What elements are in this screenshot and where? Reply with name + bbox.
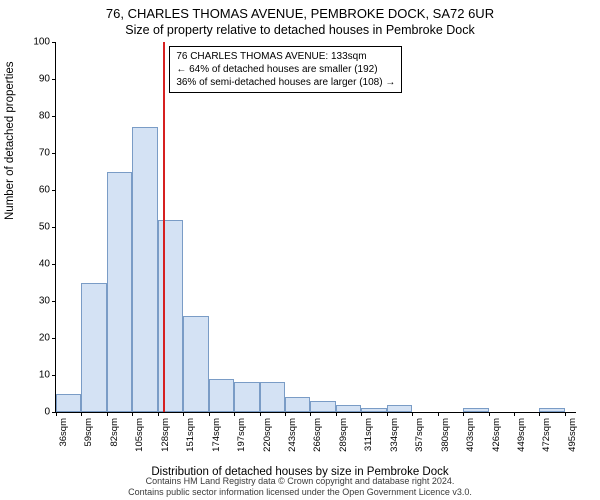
xtick-label: 472sqm bbox=[541, 418, 552, 452]
xtick-label: 82sqm bbox=[109, 418, 120, 447]
chart-area: 76 CHARLES THOMAS AVENUE: 133sqm← 64% of… bbox=[55, 42, 575, 412]
xtick-label: 426sqm bbox=[491, 418, 502, 452]
xtick-label: 151sqm bbox=[185, 418, 196, 452]
reference-line bbox=[163, 42, 165, 412]
xtick-label: 220sqm bbox=[262, 418, 273, 452]
xtick-label: 59sqm bbox=[83, 418, 94, 447]
footer-attribution: Contains HM Land Registry data © Crown c… bbox=[0, 476, 600, 498]
histogram-bar bbox=[285, 397, 310, 412]
xtick-label: 311sqm bbox=[363, 418, 374, 451]
xtick-mark bbox=[412, 412, 413, 416]
xtick-mark bbox=[285, 412, 286, 416]
xtick-mark bbox=[107, 412, 108, 416]
xtick-mark bbox=[489, 412, 490, 416]
histogram-bar bbox=[132, 127, 157, 412]
histogram-bar bbox=[336, 405, 361, 412]
ytick-mark bbox=[52, 190, 56, 191]
chart-subtitle: Size of property relative to detached ho… bbox=[0, 21, 600, 37]
xtick-label: 174sqm bbox=[211, 418, 222, 452]
xtick-mark bbox=[260, 412, 261, 416]
ytick-label: 80 bbox=[24, 111, 50, 122]
ytick-mark bbox=[52, 79, 56, 80]
xtick-mark bbox=[234, 412, 235, 416]
ytick-mark bbox=[52, 375, 56, 376]
ytick-label: 10 bbox=[24, 370, 50, 381]
histogram-bar bbox=[158, 220, 183, 412]
histogram-bar bbox=[463, 408, 488, 412]
annotation-line: ← 64% of detached houses are smaller (19… bbox=[176, 63, 395, 76]
xtick-mark bbox=[132, 412, 133, 416]
xtick-label: 380sqm bbox=[440, 418, 451, 452]
histogram-bar bbox=[234, 382, 259, 412]
xtick-label: 197sqm bbox=[236, 418, 247, 452]
histogram-bar bbox=[183, 316, 208, 412]
annotation-line: 36% of semi-detached houses are larger (… bbox=[176, 76, 395, 89]
histogram-bar bbox=[107, 172, 132, 413]
ytick-mark bbox=[52, 116, 56, 117]
ytick-mark bbox=[52, 42, 56, 43]
xtick-label: 449sqm bbox=[516, 418, 527, 452]
xtick-label: 266sqm bbox=[312, 418, 323, 452]
xtick-mark bbox=[438, 412, 439, 416]
xtick-label: 243sqm bbox=[287, 418, 298, 452]
histogram-bar bbox=[539, 408, 564, 412]
xtick-mark bbox=[463, 412, 464, 416]
histogram-bar bbox=[81, 283, 106, 413]
xtick-mark bbox=[310, 412, 311, 416]
ytick-mark bbox=[52, 227, 56, 228]
xtick-mark bbox=[209, 412, 210, 416]
xtick-mark bbox=[81, 412, 82, 416]
ytick-label: 50 bbox=[24, 222, 50, 233]
histogram-bar bbox=[260, 382, 285, 412]
footer-line1: Contains HM Land Registry data © Crown c… bbox=[0, 476, 600, 487]
ytick-mark bbox=[52, 301, 56, 302]
plot-region: 76 CHARLES THOMAS AVENUE: 133sqm← 64% of… bbox=[55, 42, 576, 413]
ytick-label: 20 bbox=[24, 333, 50, 344]
xtick-label: 403sqm bbox=[465, 418, 476, 452]
ytick-mark bbox=[52, 338, 56, 339]
xtick-mark bbox=[565, 412, 566, 416]
xtick-mark bbox=[158, 412, 159, 416]
ytick-label: 30 bbox=[24, 296, 50, 307]
footer-line2: Contains public sector information licen… bbox=[0, 487, 600, 498]
xtick-label: 128sqm bbox=[160, 418, 171, 452]
annotation-box: 76 CHARLES THOMAS AVENUE: 133sqm← 64% of… bbox=[169, 46, 402, 93]
xtick-mark bbox=[183, 412, 184, 416]
xtick-label: 105sqm bbox=[134, 418, 145, 452]
histogram-bar bbox=[209, 379, 234, 412]
y-axis-label: Number of detached properties bbox=[4, 61, 16, 220]
xtick-mark bbox=[387, 412, 388, 416]
xtick-mark bbox=[336, 412, 337, 416]
page-title: 76, CHARLES THOMAS AVENUE, PEMBROKE DOCK… bbox=[0, 0, 600, 21]
ytick-label: 40 bbox=[24, 259, 50, 270]
histogram-bar bbox=[387, 405, 412, 412]
ytick-label: 90 bbox=[24, 74, 50, 85]
xtick-label: 334sqm bbox=[389, 418, 400, 452]
xtick-label: 289sqm bbox=[338, 418, 349, 452]
xtick-label: 357sqm bbox=[414, 418, 425, 452]
xtick-mark bbox=[539, 412, 540, 416]
ytick-label: 70 bbox=[24, 148, 50, 159]
xtick-label: 495sqm bbox=[567, 418, 578, 452]
xtick-label: 36sqm bbox=[58, 418, 69, 447]
ytick-label: 0 bbox=[24, 407, 50, 418]
histogram-bar bbox=[310, 401, 335, 412]
ytick-mark bbox=[52, 264, 56, 265]
annotation-line: 76 CHARLES THOMAS AVENUE: 133sqm bbox=[176, 50, 395, 63]
ytick-mark bbox=[52, 153, 56, 154]
histogram-bar bbox=[361, 408, 386, 412]
ytick-label: 60 bbox=[24, 185, 50, 196]
xtick-mark bbox=[514, 412, 515, 416]
ytick-label: 100 bbox=[24, 37, 50, 48]
histogram-bar bbox=[56, 394, 81, 413]
xtick-mark bbox=[56, 412, 57, 416]
xtick-mark bbox=[361, 412, 362, 416]
